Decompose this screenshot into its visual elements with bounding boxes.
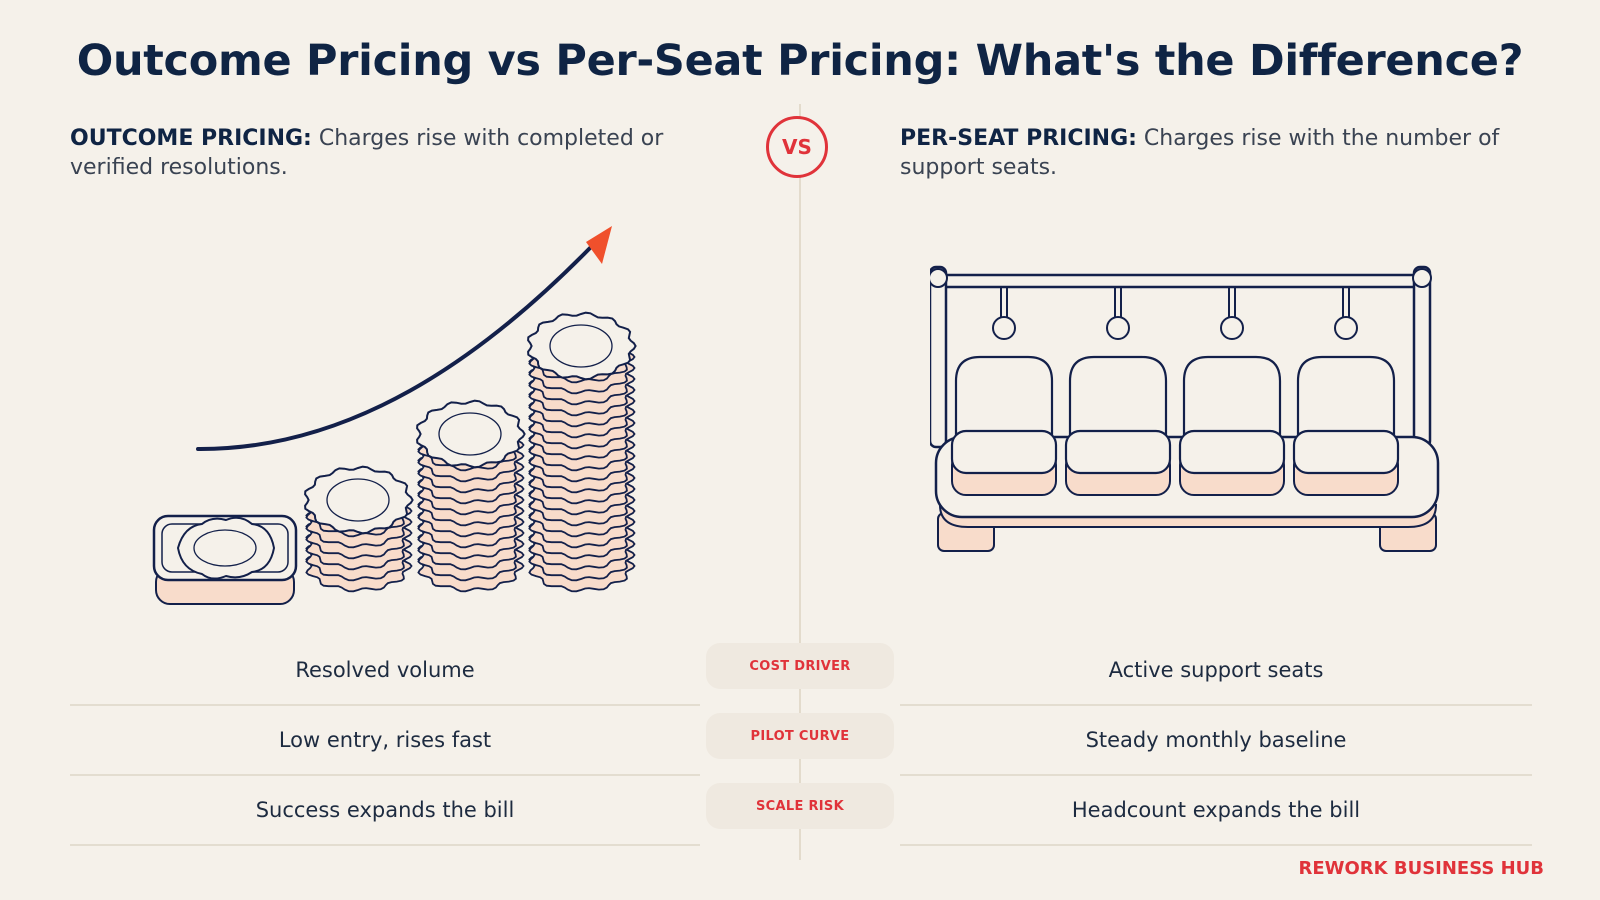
scale-risk-outcome-value: Success expands the bill: [70, 776, 700, 846]
seat-icon: [1178, 287, 1286, 496]
row-of-seats-icon: [928, 255, 1470, 575]
outcome-pricing-term: OUTCOME PRICING:: [70, 126, 312, 151]
per-seat-pricing-term: PER-SEAT PRICING:: [900, 126, 1137, 151]
coin-stacks-rising-arrow-icon: [150, 220, 660, 610]
per-seat-pricing-text: Charges rise with the number of support …: [900, 126, 1500, 180]
pilot-curve-outcome-value: Low entry, rises fast: [70, 706, 700, 776]
cost-driver-label: COST DRIVER: [706, 643, 894, 689]
center-divider: [799, 104, 801, 860]
seat-icon: [1292, 287, 1400, 496]
scale-risk-label: SCALE RISK: [706, 783, 894, 829]
page-title: Outcome Pricing vs Per-Seat Pricing: Wha…: [76, 36, 1524, 86]
scale-risk-per-seat-value: Headcount expands the bill: [900, 776, 1532, 846]
brand-logo: REWORK BUSINESS HUB: [1298, 858, 1544, 879]
pilot-curve-per-seat-value: Steady monthly baseline: [900, 706, 1532, 776]
outcome-pricing-description: OUTCOME PRICING: Charges rise with compl…: [70, 124, 670, 182]
coin-stack-icon: [416, 399, 526, 593]
cost-driver-per-seat-value: Active support seats: [900, 636, 1532, 706]
outcome-pricing-text: Charges rise with completed or verified …: [70, 126, 664, 180]
per-seat-pricing-description: PER-SEAT PRICING: Charges rise with the …: [900, 124, 1500, 182]
vs-badge: VS: [766, 116, 828, 178]
coin-stack-icon: [304, 465, 414, 593]
cost-driver-outcome-value: Resolved volume: [70, 636, 700, 706]
seat-icon: [1064, 287, 1172, 496]
seat-icon: [950, 287, 1058, 496]
pilot-curve-label: PILOT CURVE: [706, 713, 894, 759]
coin-stack-icon: [527, 311, 637, 593]
